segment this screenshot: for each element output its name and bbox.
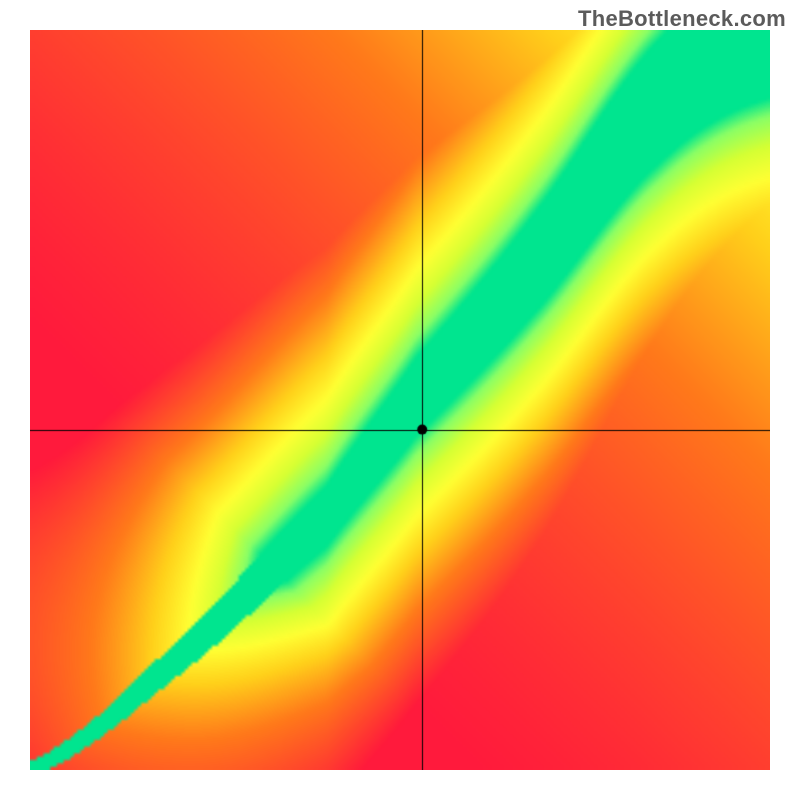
crosshair-overlay [30,30,770,770]
watermark-label: TheBottleneck.com [578,6,786,32]
chart-container: TheBottleneck.com [0,0,800,800]
